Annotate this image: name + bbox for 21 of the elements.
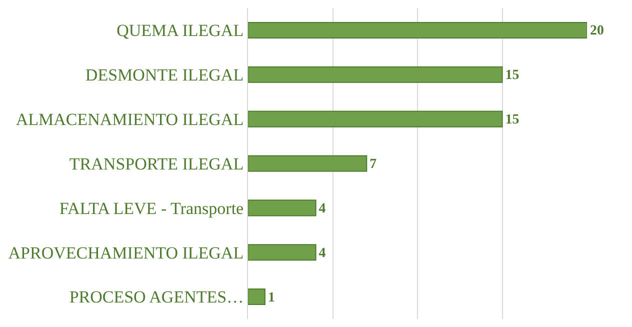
bar xyxy=(248,66,503,83)
y-tick-label: TRANSPORTE ILEGAL xyxy=(69,154,244,174)
data-label: 1 xyxy=(268,290,275,306)
bar xyxy=(248,244,316,261)
bar xyxy=(248,155,368,172)
data-label: 7 xyxy=(370,157,377,172)
data-label: 20 xyxy=(590,24,604,39)
bar xyxy=(248,200,316,216)
data-label: 15 xyxy=(505,68,520,84)
bar xyxy=(248,22,587,38)
bar xyxy=(248,288,266,306)
y-tick-label: ALMACENAMIENTO ILEGAL xyxy=(16,110,244,130)
y-tick-label: QUEMA ILEGAL xyxy=(116,21,244,40)
y-tick-label: FALTA LEVE - Transporte xyxy=(59,198,244,218)
data-label: 15 xyxy=(505,112,520,128)
bar xyxy=(248,110,503,128)
y-tick-label: DESMONTE ILEGAL xyxy=(85,66,244,85)
y-tick-label: PROCESO AGENTES… xyxy=(69,288,244,307)
data-label: 4 xyxy=(318,201,326,216)
data-label: 4 xyxy=(318,246,326,261)
y-tick-label: APROVECHAMIENTO ILEGAL xyxy=(8,243,244,262)
